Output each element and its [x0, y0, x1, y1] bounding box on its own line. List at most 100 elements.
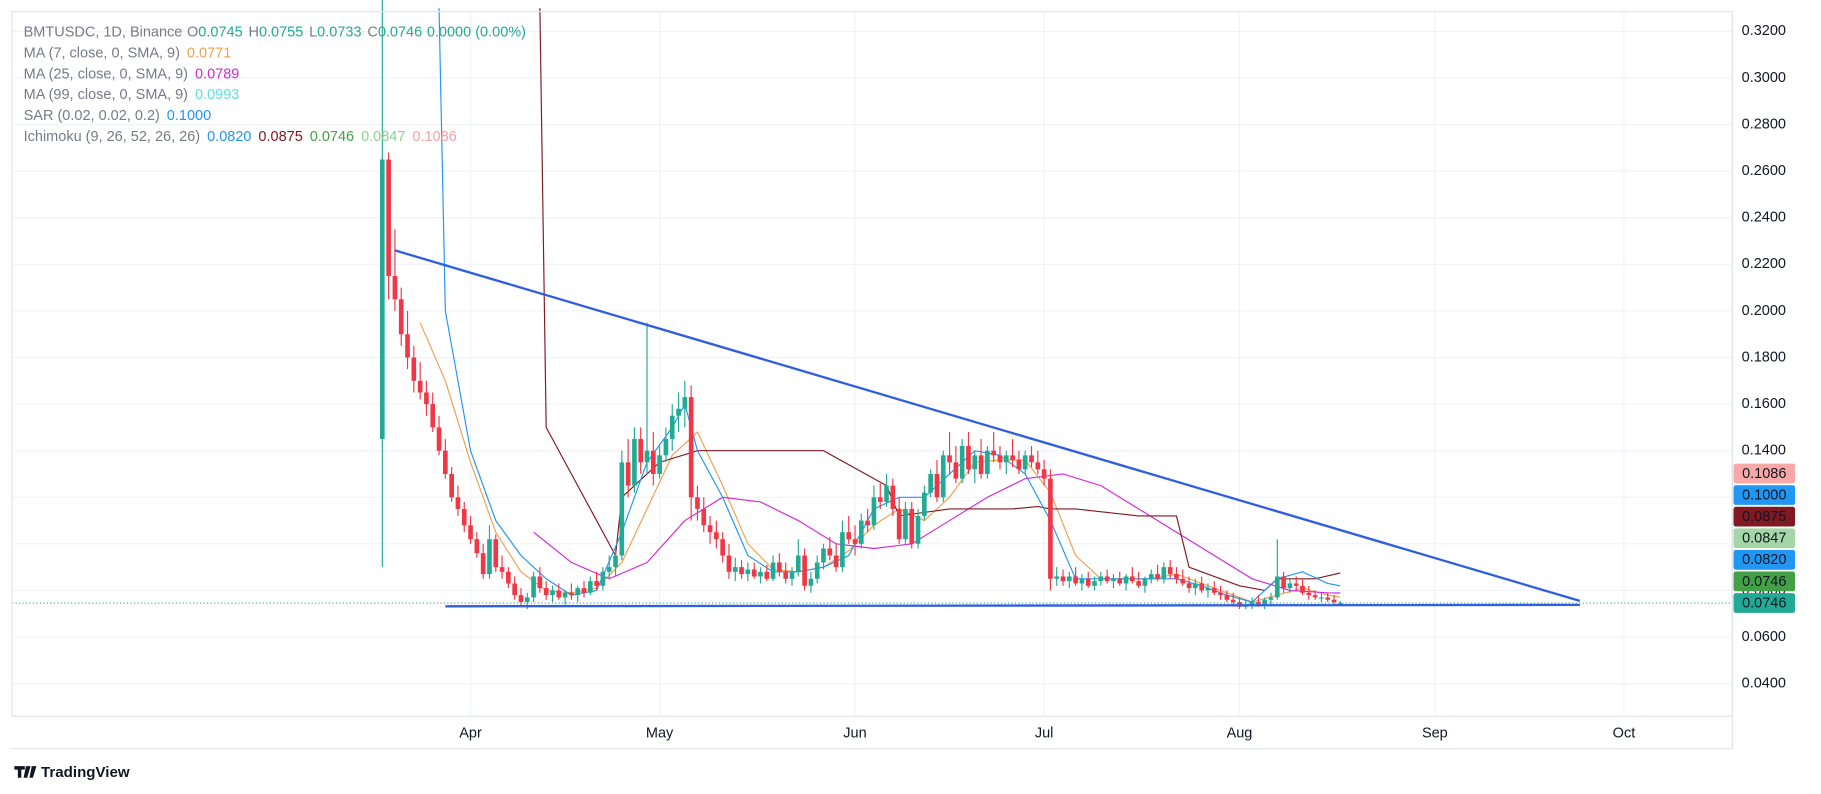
- candle-body: [461, 508, 467, 526]
- candle-body: [1312, 595, 1318, 598]
- y-tick-label: 0.2000: [1742, 303, 1786, 319]
- candle-body: [1224, 595, 1230, 600]
- candle-body: [997, 455, 1003, 463]
- candle-body: [795, 555, 801, 572]
- price-badge-label: 0.0875: [1742, 509, 1786, 525]
- x-tick-label: Aug: [1227, 725, 1253, 741]
- ohlc-value: 0.0746: [378, 24, 422, 40]
- price-badge: [1733, 549, 1796, 570]
- candle-body: [947, 455, 952, 463]
- y-tick-label: 0.1400: [1742, 443, 1786, 459]
- candle-body: [606, 567, 612, 572]
- y-tick-label: 0.3000: [1742, 70, 1786, 86]
- x-tick-label: Oct: [1613, 725, 1636, 741]
- candle-body: [1010, 455, 1015, 461]
- candle-body: [1319, 597, 1324, 599]
- candle-body: [1199, 583, 1204, 591]
- candle-body: [625, 462, 631, 486]
- candle-body: [1130, 576, 1135, 582]
- candle-body: [701, 508, 707, 526]
- price-badge: [1733, 528, 1796, 549]
- legend: BMTUSDC, 1D, Binance O0.0745 H0.0755 L0.073…: [24, 24, 526, 144]
- candle-body: [1287, 583, 1293, 589]
- candle-body: [707, 525, 713, 533]
- candle-body: [1205, 588, 1211, 591]
- legend-row: Ichimoku (9, 26, 52, 26, 26) 0.0820 0.0875…: [24, 129, 457, 145]
- candle-body: [827, 548, 833, 556]
- candle-body: [1098, 576, 1104, 582]
- ohlc-value: 0.0755: [259, 24, 303, 40]
- legend-row: MA (25, close, 0, SMA, 9) 0.0789: [24, 66, 240, 82]
- candle-body: [480, 553, 486, 575]
- ohlc-label: C: [367, 24, 377, 40]
- trendline: [394, 249, 1581, 603]
- candle-body: [518, 595, 524, 603]
- candle-body: [613, 555, 618, 568]
- x-tick-label: Jun: [843, 725, 866, 741]
- candle-body: [777, 562, 782, 572]
- candle-body: [865, 520, 870, 526]
- candle-body: [840, 532, 845, 568]
- candle-body: [991, 450, 996, 456]
- axes: 0.04000.06000.08000.10000.12000.14000.16…: [459, 23, 1796, 741]
- candle-body: [587, 581, 593, 593]
- candle-body: [985, 450, 990, 474]
- candle-body: [726, 555, 732, 572]
- candle-body: [852, 539, 858, 544]
- candle-body: [890, 485, 896, 509]
- indicator-name: Ichimoku (9, 26, 52, 26, 26): [24, 129, 201, 145]
- candle-body: [1022, 455, 1028, 470]
- candle-body: [764, 571, 770, 579]
- price-badge-label: 0.1000: [1742, 487, 1786, 503]
- candle-body: [1117, 578, 1123, 584]
- candle-body: [474, 539, 480, 554]
- candle-body: [821, 548, 826, 563]
- y-tick-label: 0.2400: [1742, 210, 1786, 226]
- x-tick-label: Jul: [1035, 725, 1054, 741]
- candle-body: [1155, 574, 1160, 579]
- candle-body: [424, 392, 429, 405]
- candle-body: [814, 562, 820, 579]
- indicator-value: 0.0847: [361, 129, 405, 145]
- price-badge-label: 0.1086: [1742, 466, 1786, 482]
- indicator-value: 0.0746: [310, 129, 354, 145]
- candle-body: [443, 450, 448, 474]
- price-badge-label: 0.0746: [1742, 595, 1786, 611]
- candle-body: [739, 567, 744, 575]
- legend-row: BMTUSDC, 1D, Binance O0.0745 H0.0755 L0.073…: [24, 24, 526, 40]
- candle-body: [978, 455, 984, 474]
- indicator-value: 0.1000: [167, 108, 211, 124]
- candle-body: [896, 508, 902, 540]
- candle-body: [1029, 455, 1034, 463]
- y-tick-label: 0.1600: [1742, 396, 1786, 412]
- candle-body: [1073, 576, 1078, 584]
- candle-body: [1085, 578, 1091, 586]
- candle-body: [802, 555, 807, 586]
- brand-logo: [14, 766, 37, 778]
- candle-body: [524, 597, 530, 603]
- y-tick-label: 0.3200: [1742, 23, 1786, 39]
- trendline: [445, 603, 1580, 608]
- candle-body: [972, 455, 978, 470]
- y-tick-label: 0.2200: [1742, 256, 1786, 272]
- candle-body: [417, 380, 423, 393]
- candle-body: [619, 462, 625, 556]
- candle-body: [783, 571, 789, 579]
- candle-body: [858, 520, 864, 544]
- indicator-value: 0.0789: [195, 66, 239, 82]
- candle-body: [915, 515, 921, 544]
- candle-body: [745, 569, 751, 575]
- candle-body: [430, 404, 436, 428]
- y-tick-label: 0.2800: [1742, 116, 1786, 132]
- candle-body: [714, 532, 719, 540]
- candle-body: [884, 485, 889, 502]
- change-value: 0.0000 (0.00%): [427, 24, 526, 40]
- ohlc-value: 0.0733: [317, 24, 361, 40]
- candle-body: [959, 446, 965, 479]
- candle-body: [1174, 574, 1179, 579]
- candle-body: [846, 532, 852, 540]
- candle-body: [1281, 576, 1286, 589]
- candle-body: [1136, 581, 1141, 586]
